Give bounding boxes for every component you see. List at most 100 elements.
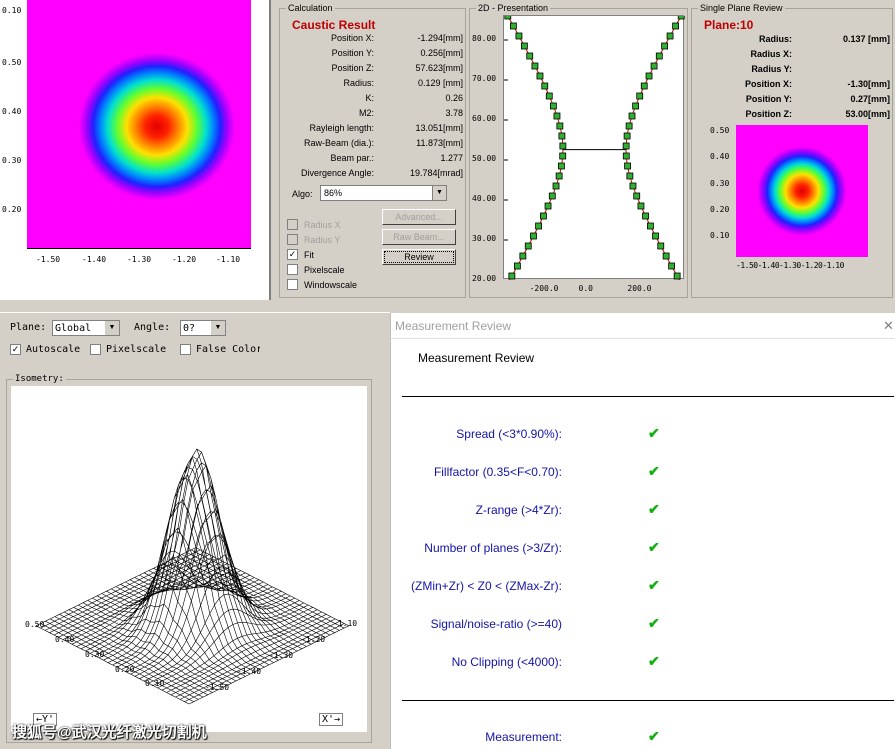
group-title: Calculation <box>286 3 335 13</box>
calc-row-value: 0.26 <box>445 93 463 103</box>
false-color-checkbox[interactable] <box>180 344 191 355</box>
data-point <box>647 222 654 230</box>
algo-select[interactable]: 86% ▼ <box>320 185 447 201</box>
checkbox-label: Radius X <box>304 220 341 230</box>
isometry-plot-area: 0.50 0.40 0.30 0.20 0.10 -1.10 -1.20 -1.… <box>11 386 367 732</box>
data-point <box>662 252 670 260</box>
data-point <box>556 122 564 130</box>
plane-heatmap <box>736 125 868 257</box>
tick-label: 0.40 <box>710 152 730 161</box>
false-color-label: False Color <box>196 344 260 355</box>
checkbox-label: Windowscale <box>304 280 358 290</box>
tick-label: 20.00 <box>472 274 497 283</box>
data-point <box>515 32 523 40</box>
close-icon[interactable]: ✕ <box>883 318 894 333</box>
pixelscale-checkbox[interactable] <box>90 344 101 355</box>
algo-value: 86% <box>324 188 343 198</box>
data-point <box>633 192 641 200</box>
plane-row-value: -1.30[mm] <box>847 79 890 89</box>
tick-label: -1.10 <box>333 619 358 628</box>
data-point <box>541 82 549 90</box>
checkmark-icon: ✔ <box>648 577 660 593</box>
checkbox-radius-y[interactable] <box>287 234 298 245</box>
single-plane-group: Single Plane Review Plane:10 Radius: 0.13… <box>691 3 893 298</box>
data-point <box>513 262 521 270</box>
tick-label: -1.30 <box>269 651 294 660</box>
tick-label: -1.20 <box>301 635 326 644</box>
tick-label: 0.40 <box>55 635 75 644</box>
data-point <box>637 202 645 210</box>
separator <box>402 700 894 701</box>
checkbox-fit[interactable]: ✓ <box>287 249 298 260</box>
data-point <box>526 52 534 60</box>
raw-beam-button[interactable]: Raw Beam... <box>382 229 456 245</box>
tick-label: 0.50 <box>710 126 730 135</box>
tick-label: 0.50 <box>2 58 22 67</box>
autoscale-label: Autoscale <box>26 344 81 355</box>
y-axis-arrow: ←Y' <box>33 713 58 726</box>
data-point <box>558 162 565 170</box>
data-point <box>652 232 659 240</box>
review-button[interactable]: Review <box>382 249 456 265</box>
tick-label: 0.30 <box>85 650 105 659</box>
tick-label: 40.00 <box>472 194 497 203</box>
data-point <box>622 142 630 150</box>
calc-row-value: 3.78 <box>445 108 463 118</box>
autoscale-checkbox[interactable]: ✓ <box>10 344 21 355</box>
calc-row-label: Position X: <box>330 33 374 43</box>
checkbox-windowscale[interactable] <box>287 279 298 290</box>
plane-row-label: Radius: <box>758 34 792 44</box>
separator <box>402 396 894 397</box>
angle-select[interactable]: 0? ▼ <box>180 320 226 336</box>
chevron-down-icon: ▼ <box>211 321 225 335</box>
plane-select[interactable]: Global ▼ <box>52 320 120 336</box>
plane-row-value: 0.137 [mm] <box>842 34 890 44</box>
group-title: 2D - Presentation <box>476 3 551 13</box>
tick-label: 200.0 <box>627 284 652 293</box>
beam-profile-heatmap <box>27 0 251 248</box>
data-point <box>661 42 669 50</box>
algo-label: Algo: <box>292 189 313 199</box>
caustic-plot-area <box>503 15 685 280</box>
data-point <box>520 42 528 50</box>
data-point <box>508 272 516 280</box>
data-point <box>640 82 648 90</box>
data-point <box>673 272 681 280</box>
data-point <box>642 212 649 220</box>
criterion-label: (ZMin+Zr) < Z0 < (ZMax-Zr): <box>411 579 562 593</box>
presentation-group: 2D - Presentation 80.00 70.00 60.00 50.00 40… <box>469 3 688 298</box>
advanced-button[interactable]: Advanced... <box>382 209 456 225</box>
calc-row-label: K: <box>365 93 374 103</box>
criterion-label: Z-range (>4*Zr): <box>475 503 562 517</box>
calc-row-value: 0.256[mm] <box>420 48 463 58</box>
beam-profile-panel: 0.50 0.40 0.30 0.20 0.10 -1.50 -1.40 -1.… <box>0 0 271 300</box>
data-point <box>552 182 560 190</box>
isometry-controls: Plane: Global ▼ Angle: 0? ▼ ✓ Autoscale … <box>0 312 390 749</box>
data-point <box>657 242 665 250</box>
checkbox-radius-x[interactable] <box>287 219 298 230</box>
calc-row-value: 19.784[mrad] <box>409 168 463 178</box>
checkbox-label: Radius Y <box>304 235 341 245</box>
calc-row-label: Position Y: <box>331 48 374 58</box>
data-point <box>555 172 563 180</box>
criterion-label: No Clipping (<4000): <box>451 655 562 669</box>
tick-label: 0.10 <box>145 679 165 688</box>
calc-row-value: 0.129 [mm] <box>417 78 463 88</box>
tick-label: 60.00 <box>472 114 497 123</box>
caustic-chart <box>504 16 685 280</box>
watermark: 搜狐号@武汉光纤激光切割机 <box>12 724 207 741</box>
checkmark-icon: ✔ <box>648 615 660 631</box>
data-point <box>549 102 557 110</box>
review-heading: Measurement Review <box>418 351 535 365</box>
calc-row-label: Beam par.: <box>330 153 374 163</box>
checkmark-icon: ✔ <box>648 425 660 441</box>
tick-label: -1.40 <box>237 667 262 676</box>
data-point <box>540 212 547 220</box>
data-point <box>545 92 553 100</box>
criterion-label: Spread (<3*0.90%): <box>456 427 562 441</box>
checkmark-icon: ✔ <box>648 463 660 479</box>
data-point <box>672 22 679 30</box>
tick-label: 70.00 <box>472 74 497 83</box>
calc-row-label: M2: <box>358 108 374 118</box>
checkbox-pixelscale[interactable] <box>287 264 298 275</box>
